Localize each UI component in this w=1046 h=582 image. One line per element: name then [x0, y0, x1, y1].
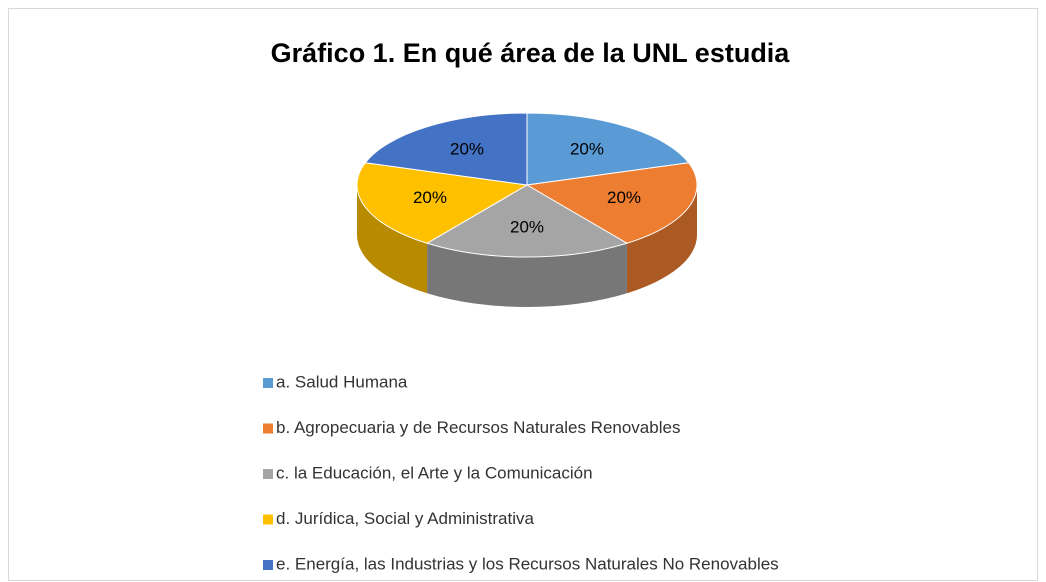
legend-swatch	[263, 423, 273, 434]
legend-label: b. Agropecuaria y de Recursos Naturales …	[276, 418, 680, 437]
data-label: 20%	[607, 188, 641, 207]
pie-slice	[356, 162, 529, 244]
chart-title: Gráfico 1. En qué área de la UNL estudia	[271, 38, 791, 68]
pie-slice-side	[427, 243, 627, 308]
legend-swatch	[263, 469, 273, 479]
data-label: 20%	[510, 218, 544, 237]
legend-label: e. Energía, las Industrias y los Recurso…	[276, 554, 779, 573]
pie-slice	[525, 162, 698, 244]
pie-slice	[364, 112, 528, 186]
legend-label: a. Salud Humana	[276, 372, 408, 391]
pie-slice	[526, 112, 690, 186]
pie-slice-side	[357, 185, 428, 294]
pie-slice	[425, 184, 629, 258]
legend-label: d. Jurídica, Social y Administrativa	[276, 509, 534, 528]
legend-swatch	[263, 560, 273, 570]
data-label: 20%	[570, 140, 604, 159]
data-label: 20%	[450, 140, 484, 159]
legend-swatch	[263, 514, 273, 525]
data-label: 20%	[413, 188, 447, 207]
legend-label: c. la Educación, el Arte y la Comunicaci…	[276, 463, 593, 482]
legend-swatch	[263, 378, 273, 388]
pie-slice-side	[626, 185, 697, 294]
